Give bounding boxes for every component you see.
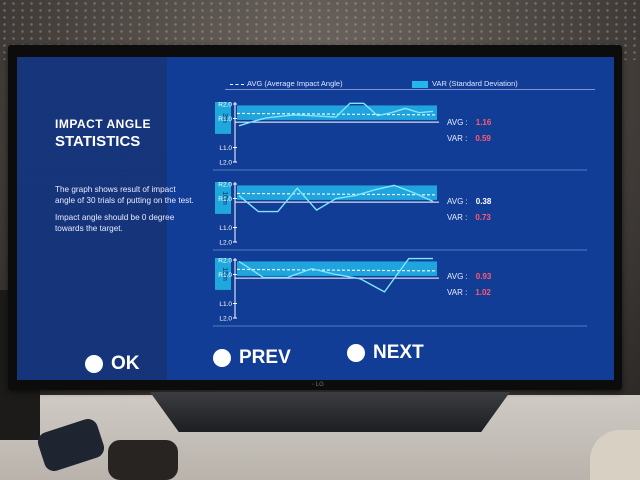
y-tick-label: R1.0: [218, 116, 232, 123]
var-caption: VAR :: [447, 134, 468, 143]
stat-avg-3m: AVG : 1.16: [447, 118, 491, 127]
y-tick-label: L1.0: [219, 145, 232, 152]
y-tick-label: R2.0: [218, 182, 232, 189]
var-value: 0.59: [475, 134, 491, 143]
tv-stand: [150, 392, 510, 432]
y-tick-label: L1.0: [219, 225, 232, 232]
y-tick-label: L2.0: [219, 316, 232, 323]
var-band: [237, 185, 437, 200]
y-tick-label: R1.0: [218, 272, 232, 279]
y-tick-label: R2.0: [218, 102, 232, 109]
distance-tag: [215, 182, 231, 214]
avg-line: [236, 112, 436, 116]
avg-value: 0.38: [475, 197, 492, 206]
divider: [225, 89, 595, 90]
graphs-canvas: 3m R2.0 R1.0 L1.0 L2.0 10m R2.0 R1.0 L1.0 L2.0 15m…: [213, 102, 587, 327]
y-tick-label: R2.0: [218, 258, 232, 265]
prev-circle-icon: [213, 349, 231, 367]
title-line-1: IMPACT ANGLE: [55, 117, 151, 131]
prev-label: PREV: [239, 347, 291, 368]
next-label: NEXT: [373, 342, 424, 363]
legend-var: VAR (Standard Deviation): [412, 79, 518, 88]
stat-var-15m: VAR : 1.02: [447, 288, 491, 297]
avg-value: 1.16: [475, 118, 492, 127]
avg-caption: AVG :: [447, 197, 468, 206]
description: The graph shows result of impact angle o…: [55, 185, 195, 241]
avg-caption: AVG :: [447, 272, 468, 281]
stat-var-3m: VAR : 0.59: [447, 134, 491, 143]
dashed-line-icon: [230, 83, 244, 85]
stat-var-10m: VAR : 0.73: [447, 213, 491, 222]
distance-label: 3m: [221, 113, 228, 123]
ok-label: OK: [111, 353, 140, 374]
avg-line: [236, 192, 436, 196]
y-tick-label: L1.0: [219, 301, 232, 308]
distance-label: 15m: [221, 267, 228, 281]
legend-avg: AVG (Average Impact Angle): [230, 79, 343, 88]
var-band: [237, 261, 437, 276]
avg-value: 0.93: [475, 272, 492, 281]
y-tick-label: L2.0: [219, 160, 232, 167]
distance-tag: [215, 102, 231, 134]
tv-screen: IMPACT ANGLE STATISTICS The graph shows …: [17, 57, 614, 380]
var-caption: VAR :: [447, 288, 468, 297]
stat-avg-10m: AVG : 0.38: [447, 197, 491, 206]
next-button[interactable]: NEXT: [347, 342, 424, 364]
cloth: [590, 430, 640, 480]
description-text: Impact angle should be 0 degree towards …: [55, 213, 175, 233]
next-circle-icon: [347, 344, 365, 362]
page-title: IMPACT ANGLE STATISTICS: [55, 117, 151, 150]
distance-label: 10m: [221, 191, 228, 205]
side-panel: [17, 57, 167, 380]
avg-caption: AVG :: [447, 118, 468, 127]
series-line: [238, 257, 433, 293]
series-line: [238, 184, 434, 213]
ok-button[interactable]: OK: [85, 353, 140, 375]
prev-button[interactable]: PREV: [213, 347, 291, 369]
title-line-2: STATISTICS: [55, 133, 141, 150]
avg-line: [236, 268, 436, 272]
var-value: 0.73: [475, 213, 491, 222]
band-swatch-icon: [412, 80, 428, 88]
series-line: [238, 102, 434, 127]
ok-circle-icon: [85, 355, 103, 373]
description-text: The graph shows result of impact angle o…: [55, 185, 194, 205]
distance-tag: [215, 258, 231, 290]
y-tick-label: R1.0: [218, 196, 232, 203]
remote-control: [108, 440, 178, 480]
legend-var-label: VAR (Standard Deviation): [432, 79, 518, 88]
var-caption: VAR :: [447, 213, 468, 222]
stat-avg-15m: AVG : 0.93: [447, 272, 491, 281]
var-value: 1.02: [475, 288, 491, 297]
legend-avg-label: AVG (Average Impact Angle): [247, 79, 343, 88]
tv-logo: ◦ LG: [312, 382, 324, 388]
y-tick-label: L2.0: [219, 240, 232, 247]
